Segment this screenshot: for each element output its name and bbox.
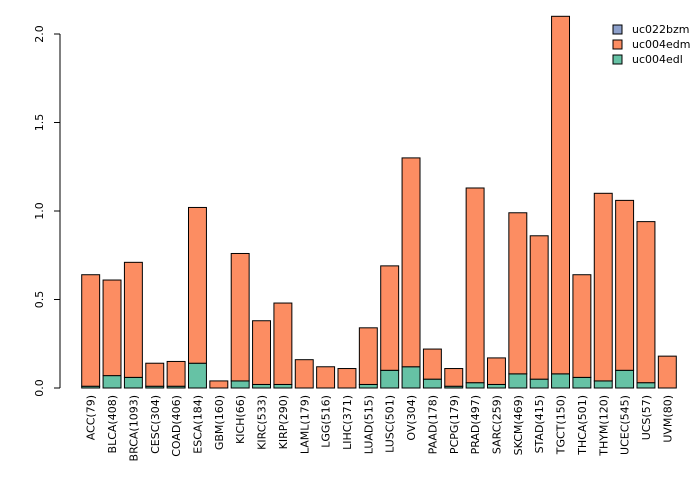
bar-uc004edl-2 — [123, 376, 143, 389]
bar-uc004edl-7 — [230, 380, 250, 389]
x-tick-label: PRAD(497) — [469, 395, 482, 454]
bar-uc004edl-16 — [422, 378, 442, 389]
bar-uc004edm-3 — [145, 362, 165, 387]
x-tick-label: LGG(516) — [320, 395, 333, 448]
x-tick-label: OV(304) — [405, 395, 418, 441]
bar-uc004edl-9 — [273, 383, 293, 389]
bar-uc004edm-23 — [572, 274, 592, 378]
bar-uc004edl-23 — [572, 376, 592, 389]
bar-uc004edm-22 — [551, 15, 571, 375]
bar-uc004edl-5 — [187, 362, 207, 389]
bar-uc004edm-16 — [422, 348, 442, 380]
legend-label: uc004edl — [632, 53, 683, 66]
bar-uc004edm-6 — [209, 380, 229, 389]
bar-uc004edm-12 — [337, 368, 357, 389]
bar-uc004edm-24 — [593, 192, 613, 382]
bar-uc004edm-2 — [123, 261, 143, 378]
x-axis: ACC(79) BLCA(408) BRCA(1093) CESC(304) COAD(… — [85, 395, 675, 461]
bar-uc004edm-18 — [465, 187, 485, 384]
y-tick-label: 0.5 — [33, 291, 46, 309]
x-tick-label: LAML(179) — [298, 395, 311, 454]
x-tick-label: KICH(66) — [234, 395, 247, 444]
x-tick-label: STAD(415) — [533, 395, 546, 453]
x-tick-label: LUSC(501) — [384, 395, 397, 453]
bar-uc004edl-18 — [465, 382, 485, 389]
bar-uc004edl-15 — [401, 366, 421, 389]
bar-uc004edm-21 — [529, 235, 549, 380]
x-tick-label: GBM(160) — [213, 395, 226, 450]
bar-uc004edm-19 — [486, 357, 506, 385]
x-tick-label: SARC(259) — [490, 395, 503, 454]
bar-uc004edl-22 — [551, 373, 571, 389]
x-tick-label: TGCT(150) — [555, 395, 568, 455]
bar-uc004edm-27 — [657, 355, 677, 389]
bar-uc004edl-14 — [380, 369, 400, 389]
x-tick-label: ESCA(184) — [191, 395, 204, 454]
bar-uc004edl-24 — [593, 380, 613, 389]
bar-uc004edl-25 — [615, 369, 635, 389]
x-tick-label: SKCM(469) — [512, 395, 525, 455]
x-tick-label: PCPG(179) — [448, 395, 461, 454]
bar-uc004edm-10 — [294, 359, 314, 389]
bar-uc004edl-26 — [636, 382, 656, 389]
bar-uc004edm-25 — [615, 199, 635, 371]
bar-uc004edm-7 — [230, 252, 250, 382]
bar-uc004edm-11 — [316, 366, 336, 389]
x-tick-label: BLCA(408) — [106, 395, 119, 453]
y-tick-label: 0.0 — [33, 379, 46, 397]
x-tick-label: CESC(304) — [149, 395, 162, 454]
bar-uc004edm-1 — [102, 279, 122, 377]
bar-uc004edm-8 — [252, 320, 272, 385]
legend-label: uc022bzm — [632, 23, 690, 36]
bar-uc004edl-8 — [252, 383, 272, 389]
x-tick-label: UCEC(545) — [619, 395, 632, 455]
bar-uc004edm-4 — [166, 360, 186, 387]
x-tick-label: KIRC(533) — [256, 395, 269, 450]
bars-group — [81, 15, 677, 389]
y-tick-label: 2.0 — [33, 25, 46, 43]
x-tick-label: PAAD(178) — [426, 395, 439, 454]
bar-uc004edl-1 — [102, 375, 122, 389]
bar-uc004edm-15 — [401, 157, 421, 368]
x-tick-label: COAD(406) — [170, 395, 183, 457]
bar-uc004edl-19 — [486, 383, 506, 389]
x-tick-label: LIHC(371) — [341, 395, 354, 450]
bar-uc004edl-21 — [529, 378, 549, 389]
bar-uc004edl-20 — [508, 373, 528, 389]
bar-uc004edm-14 — [380, 265, 400, 371]
bar-uc004edl-13 — [358, 383, 378, 389]
bar-uc004edm-5 — [187, 206, 207, 364]
x-tick-label: ACC(79) — [85, 395, 98, 440]
y-tick-label: 1.5 — [33, 114, 46, 132]
legend-label: uc004edm — [632, 38, 690, 51]
x-tick-label: LUAD(515) — [362, 395, 375, 454]
y-tick-label: 1.0 — [33, 202, 46, 220]
bar-uc004edm-0 — [81, 274, 101, 387]
bar-uc004edm-9 — [273, 302, 293, 385]
bar-uc004edm-13 — [358, 327, 378, 385]
legend: uc022bzm uc004edm uc004edl — [612, 23, 690, 66]
x-tick-label: THCA(501) — [576, 395, 589, 456]
y-axis: 0.0 0.5 1.0 1.5 2.0 — [33, 25, 61, 397]
legend-swatch — [612, 24, 623, 35]
x-tick-label: UCS(57) — [640, 395, 653, 440]
x-tick-label: THYM(120) — [597, 395, 610, 457]
legend-swatch — [612, 39, 623, 50]
x-tick-label: KIRP(290) — [277, 395, 290, 449]
x-tick-label: BRCA(1093) — [127, 395, 140, 461]
bar-uc004edm-26 — [636, 221, 656, 384]
bar-uc004edm-17 — [444, 368, 464, 387]
x-tick-label: UVM(80) — [661, 395, 674, 443]
legend-swatch — [612, 54, 623, 65]
bar-uc004edm-20 — [508, 212, 528, 375]
